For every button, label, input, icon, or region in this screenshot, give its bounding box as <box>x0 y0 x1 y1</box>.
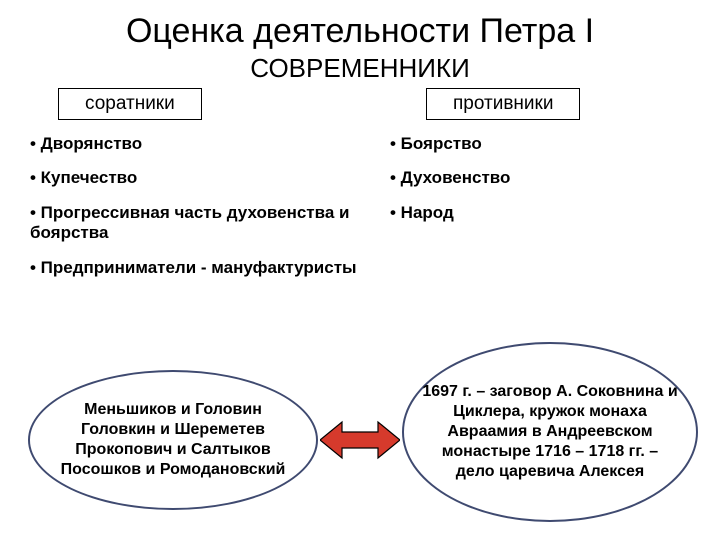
bullet-item: • Боярство <box>390 134 690 154</box>
columns-container: соратники • Дворянство • Купечество • Пр… <box>0 88 720 278</box>
column-right: противники • Боярство • Духовенство • На… <box>360 88 690 278</box>
double-arrow-icon <box>320 412 400 468</box>
ellipse-opponents: 1697 г. – заговор А. Соковнина и Циклера… <box>402 342 698 522</box>
double-arrow-shape <box>320 422 400 458</box>
bullet-item: • Дворянство <box>30 134 360 154</box>
ellipse-allies-text: Меньшиков и Головин Головкин и Шереметев… <box>48 400 298 480</box>
ellipse-allies: Меньшиков и Головин Головкин и Шереметев… <box>28 370 318 510</box>
bullet-item: • Духовенство <box>390 168 690 188</box>
left-label-box: соратники <box>58 88 202 120</box>
bullet-item: • Предприниматели - мануфактуристы <box>30 258 360 278</box>
slide-title: Оценка деятельности Петра I <box>0 0 720 51</box>
bullet-item: • Народ <box>390 203 690 223</box>
right-label-box: противники <box>426 88 580 120</box>
slide-subtitle: СОВРЕМЕННИКИ <box>0 53 720 84</box>
bullet-item: • Купечество <box>30 168 360 188</box>
ellipse-opponents-text: 1697 г. – заговор А. Соковнина и Циклера… <box>422 382 678 482</box>
bullet-item: • Прогрессивная часть духовенства и бояр… <box>30 203 360 244</box>
column-left: соратники • Дворянство • Купечество • Пр… <box>30 88 360 278</box>
